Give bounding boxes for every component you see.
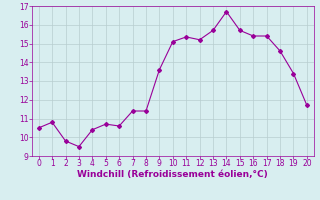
- X-axis label: Windchill (Refroidissement éolien,°C): Windchill (Refroidissement éolien,°C): [77, 170, 268, 179]
